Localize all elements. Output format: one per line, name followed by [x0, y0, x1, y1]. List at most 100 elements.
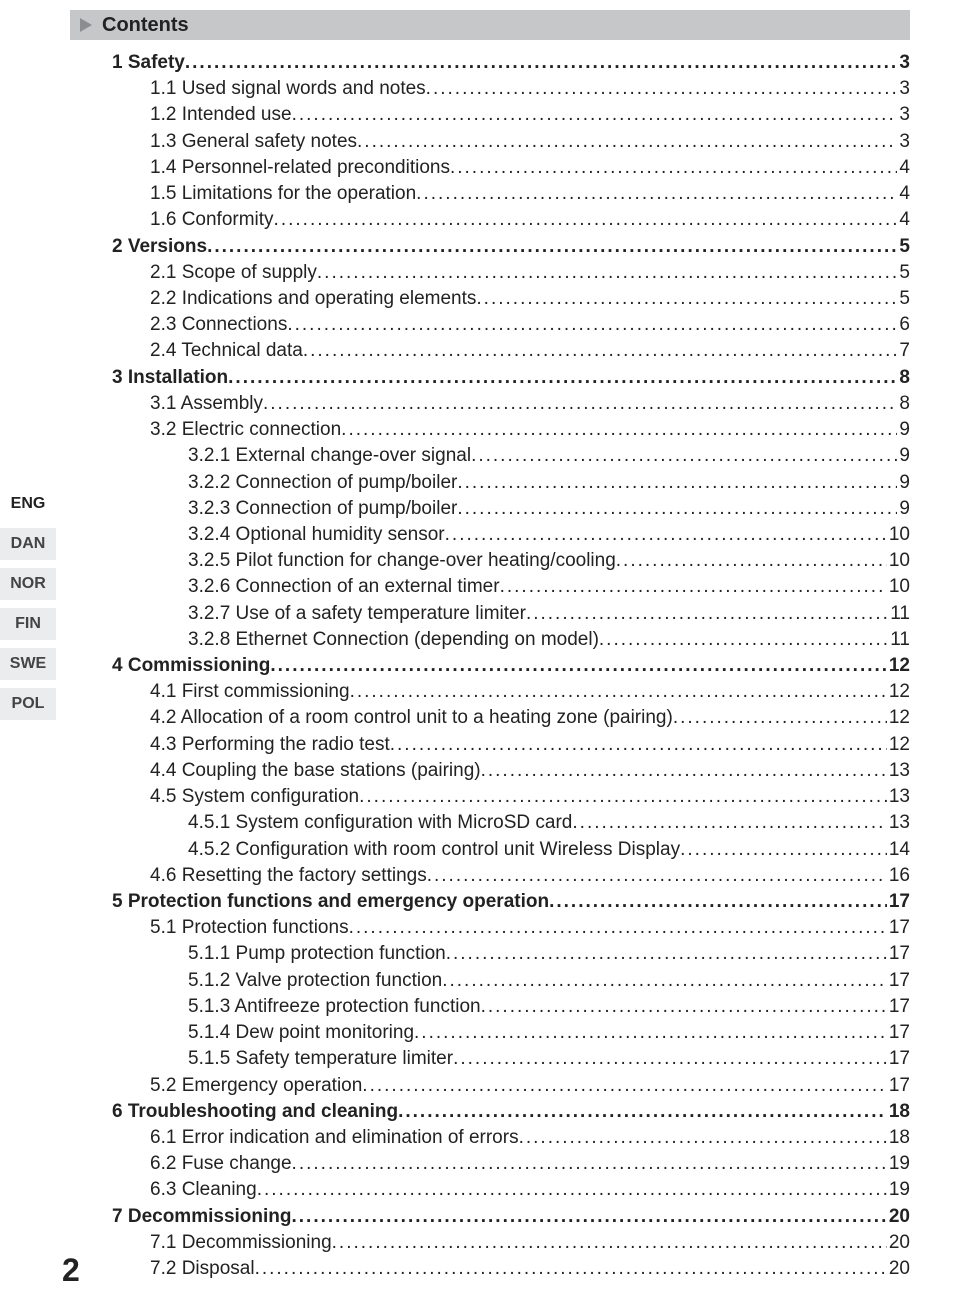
toc-entry-label: 3.2.5 Pilot function for change-over hea…: [188, 548, 616, 574]
toc-entry[interactable]: 1.2 Intended use3: [150, 102, 910, 128]
toc-entry[interactable]: 5.1.5 Safety temperature limiter17: [188, 1046, 910, 1072]
toc-dots: [450, 155, 897, 181]
table-of-contents: 1 Safety31.1 Used signal words and notes…: [112, 50, 910, 1282]
toc-dots: [292, 102, 898, 128]
toc-entry[interactable]: 1.5 Limitations for the operation4: [150, 181, 910, 207]
lang-tab-eng[interactable]: ENG: [0, 488, 56, 520]
toc-entry[interactable]: 3 Installation8: [112, 365, 910, 391]
toc-dots: [445, 522, 887, 548]
toc-entry[interactable]: 4.6 Resetting the factory settings16: [150, 863, 910, 889]
toc-dots: [572, 810, 886, 836]
toc-entry[interactable]: 7 Decommissioning20: [112, 1204, 910, 1230]
toc-entry-label: 1.6 Conformity: [150, 207, 274, 233]
toc-entry[interactable]: 2.2 Indications and operating elements5: [150, 286, 910, 312]
toc-entry[interactable]: 6.1 Error indication and elimination of …: [150, 1125, 910, 1151]
toc-entry[interactable]: 2.1 Scope of supply5: [150, 260, 910, 286]
toc-entry[interactable]: 3.2.4 Optional humidity sensor10: [188, 522, 910, 548]
toc-entry-page: 9: [897, 417, 910, 443]
toc-entry-label: 5.1.1 Pump protection function: [188, 941, 446, 967]
toc-entry-page: 13: [887, 784, 910, 810]
language-tabs: ENG DAN NOR FIN SWE POL: [0, 488, 56, 728]
lang-tab-fin[interactable]: FIN: [0, 608, 56, 640]
toc-entry-label: 6.3 Cleaning: [150, 1177, 257, 1203]
toc-entry[interactable]: 3.2.2 Connection of pump/boiler 9: [188, 470, 910, 496]
toc-entry[interactable]: 6.3 Cleaning19: [150, 1177, 910, 1203]
toc-entry-page: 17: [887, 941, 910, 967]
toc-entry-label: 1.5 Limitations for the operation: [150, 181, 416, 207]
toc-entry[interactable]: 7.1 Decommissioning20: [150, 1230, 910, 1256]
toc-entry-page: 5: [897, 234, 910, 260]
toc-entry-label: 1.3 General safety notes: [150, 129, 357, 155]
toc-dots: [398, 1099, 887, 1125]
toc-entry[interactable]: 3.2.1 External change-over signal 9: [188, 443, 910, 469]
toc-dots: [414, 1020, 887, 1046]
toc-dots: [287, 312, 897, 338]
toc-entry-label: 1 Safety: [112, 50, 185, 76]
toc-entry[interactable]: 5.1.4 Dew point monitoring17: [188, 1020, 910, 1046]
toc-dots: [350, 679, 887, 705]
toc-entry[interactable]: 3.2.5 Pilot function for change-over hea…: [188, 548, 910, 574]
toc-entry[interactable]: 4.4 Coupling the base stations (pairing)…: [150, 758, 910, 784]
toc-entry-label: 4.1 First commissioning: [150, 679, 350, 705]
toc-entry[interactable]: 2.4 Technical data7: [150, 338, 910, 364]
toc-entry-page: 8: [897, 365, 910, 391]
toc-entry[interactable]: 5.2 Emergency operation17: [150, 1073, 910, 1099]
toc-entry-page: 9: [897, 470, 910, 496]
toc-dots: [317, 260, 898, 286]
toc-entry-page: 16: [887, 863, 910, 889]
toc-entry[interactable]: 6.2 Fuse change19: [150, 1151, 910, 1177]
toc-entry[interactable]: 4.3 Performing the radio test 12: [150, 732, 910, 758]
toc-entry-page: 5: [897, 286, 910, 312]
toc-entry[interactable]: 1.1 Used signal words and notes3: [150, 76, 910, 102]
toc-dots: [357, 129, 897, 155]
toc-entry[interactable]: 4.5.2 Configuration with room control un…: [188, 837, 910, 863]
toc-entry-page: 12: [887, 732, 910, 758]
toc-entry[interactable]: 5.1.2 Valve protection function17: [188, 968, 910, 994]
toc-entry-label: 5.1.4 Dew point monitoring: [188, 1020, 414, 1046]
toc-entry[interactable]: 3.2.7 Use of a safety temperature limite…: [188, 601, 910, 627]
toc-entry[interactable]: 5.1.3 Antifreeze protection function17: [188, 994, 910, 1020]
toc-entry-label: 3.2.1 External change-over signal: [188, 443, 471, 469]
toc-entry[interactable]: 4 Commissioning12: [112, 653, 910, 679]
toc-entry[interactable]: 3.2.8 Ethernet Connection (depending on …: [188, 627, 910, 653]
toc-entry[interactable]: 1.4 Personnel-related preconditions4: [150, 155, 910, 181]
toc-dots: [500, 574, 887, 600]
toc-entry-page: 19: [887, 1151, 910, 1177]
toc-entry-page: 11: [888, 627, 910, 653]
toc-entry[interactable]: 5.1.1 Pump protection function 17: [188, 941, 910, 967]
lang-tab-pol[interactable]: POL: [0, 688, 56, 720]
toc-entry-label: 2 Versions: [112, 234, 207, 260]
toc-entry[interactable]: 5.1 Protection functions17: [150, 915, 910, 941]
toc-dots: [416, 181, 897, 207]
toc-entry[interactable]: 4.2 Allocation of a room control unit to…: [150, 705, 910, 731]
toc-entry[interactable]: 4.1 First commissioning12: [150, 679, 910, 705]
toc-entry-label: 4.4 Coupling the base stations (pairing): [150, 758, 481, 784]
toc-entry[interactable]: 1.3 General safety notes3: [150, 129, 910, 155]
toc-entry[interactable]: 2.3 Connections6: [150, 312, 910, 338]
toc-entry[interactable]: 7.2 Disposal20: [150, 1256, 910, 1282]
toc-entry-label: 4.3 Performing the radio test: [150, 732, 390, 758]
toc-entry[interactable]: 1.6 Conformity4: [150, 207, 910, 233]
toc-entry[interactable]: 4.5.1 System configuration with MicroSD …: [188, 810, 910, 836]
toc-entry[interactable]: 4.5 System configuration13: [150, 784, 910, 810]
toc-dots: [471, 443, 897, 469]
toc-entry-page: 11: [888, 601, 910, 627]
lang-tab-dan[interactable]: DAN: [0, 528, 56, 560]
toc-entry[interactable]: 3.2.3 Connection of pump/boiler9: [188, 496, 910, 522]
toc-entry[interactable]: 3.2 Electric connection9: [150, 417, 910, 443]
toc-dots: [457, 470, 897, 496]
lang-tab-nor[interactable]: NOR: [0, 568, 56, 600]
toc-dots: [263, 391, 897, 417]
toc-entry[interactable]: 5 Protection functions and emergency ope…: [112, 889, 910, 915]
toc-entry[interactable]: 1 Safety3: [112, 50, 910, 76]
toc-entry-label: 3.2.2 Connection of pump/boiler: [188, 470, 457, 496]
toc-entry-page: 8: [897, 391, 910, 417]
toc-entry[interactable]: 2 Versions 5: [112, 234, 910, 260]
toc-entry-page: 5: [897, 260, 910, 286]
toc-entry[interactable]: 6 Troubleshooting and cleaning18: [112, 1099, 910, 1125]
toc-entry[interactable]: 3.1 Assembly8: [150, 391, 910, 417]
toc-entry-label: 7.2 Disposal: [150, 1256, 255, 1282]
toc-dots: [303, 338, 898, 364]
toc-entry[interactable]: 3.2.6 Connection of an external timer10: [188, 574, 910, 600]
lang-tab-swe[interactable]: SWE: [0, 648, 56, 680]
